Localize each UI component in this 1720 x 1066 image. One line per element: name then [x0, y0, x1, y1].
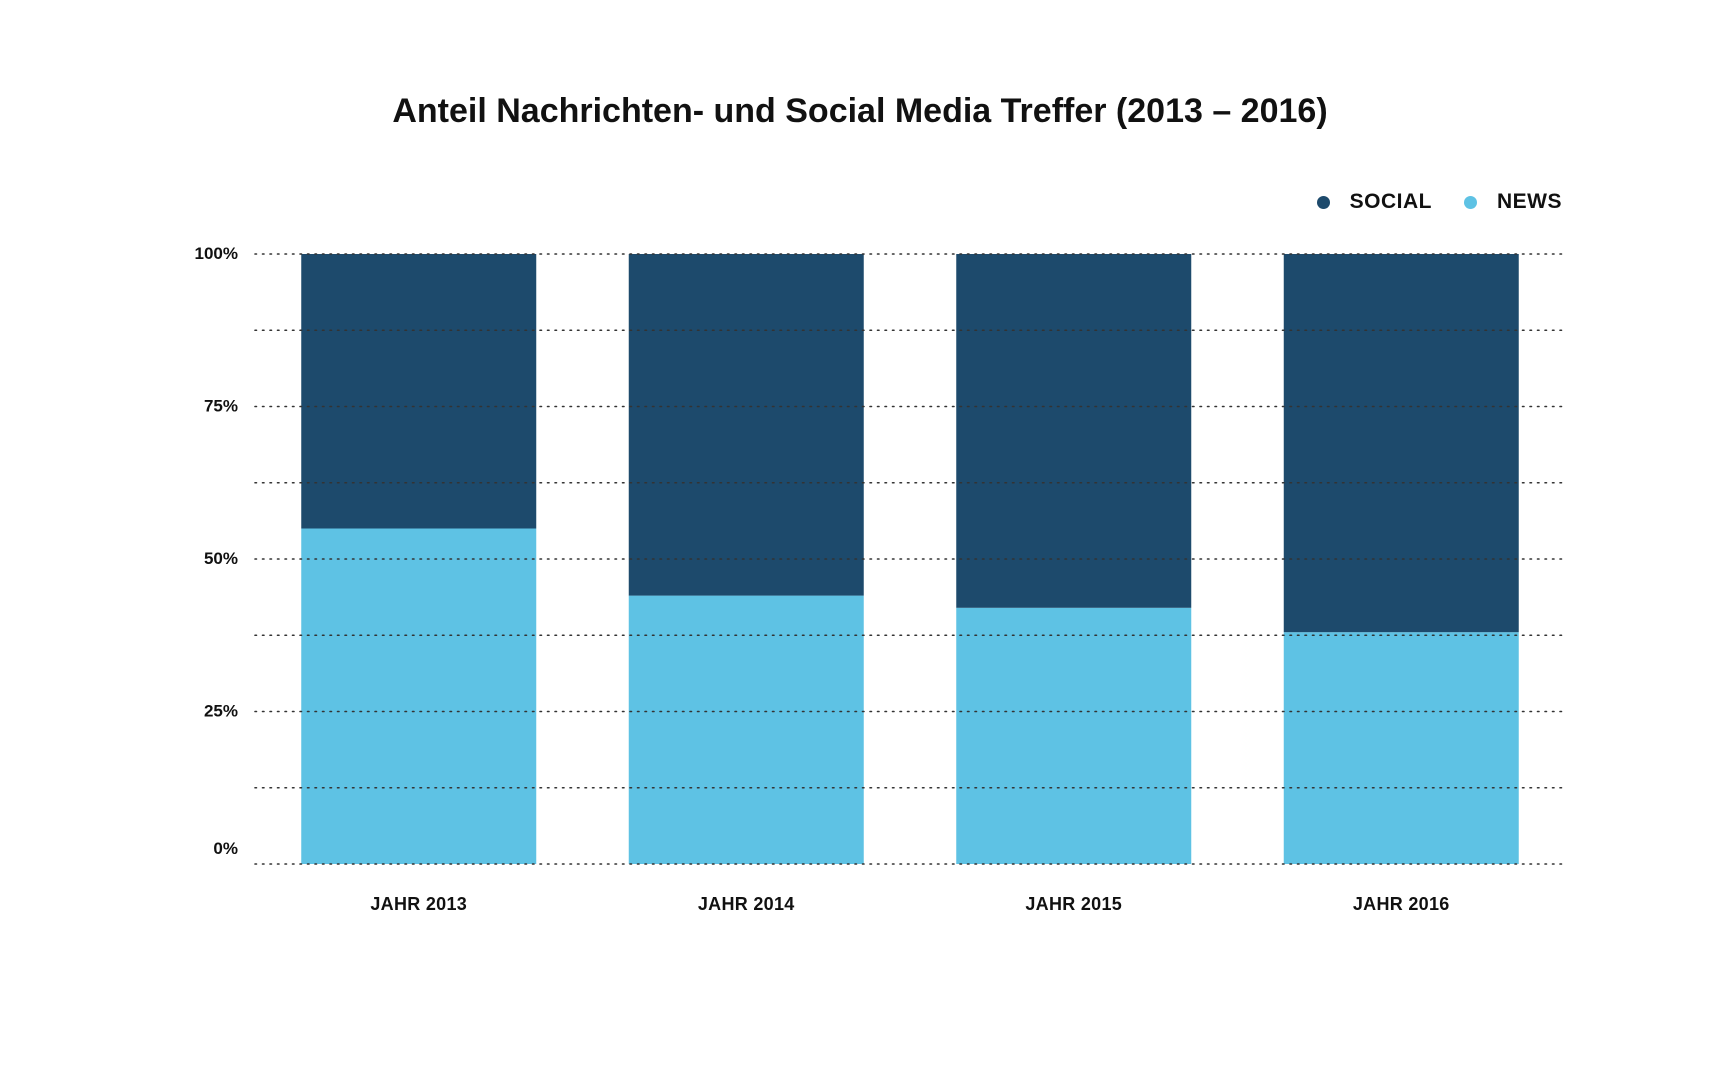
x-tick-label: JAHR 2014 [698, 894, 795, 914]
bar-news-3 [956, 607, 1192, 864]
legend-marker-news [1464, 195, 1477, 209]
legend-label-news: NEWS [1497, 190, 1562, 213]
legend-marker-social [1316, 195, 1330, 209]
chart-legend: SOCIAL NEWS [1316, 190, 1562, 214]
chart-title: Anteil Nachrichten- und Social Media Tre… [392, 92, 1328, 130]
bar-social-4 [1283, 254, 1519, 633]
x-tick-label: JAHR 2016 [1353, 894, 1450, 914]
y-tick-label: 75% [204, 397, 238, 416]
y-tick-label: 50% [204, 549, 238, 568]
bars [301, 254, 1519, 864]
bar-news-1 [301, 528, 537, 864]
bar-news-4 [1283, 632, 1519, 864]
legend-item-social: SOCIAL [1316, 190, 1432, 214]
legend-label-social: SOCIAL [1349, 190, 1432, 213]
bar-news-2 [628, 595, 864, 864]
legend-item-news: NEWS [1464, 190, 1562, 214]
x-tick-label: JAHR 2013 [370, 894, 467, 914]
x-tick-label: JAHR 2015 [1025, 894, 1122, 914]
gridlines [254, 253, 1566, 865]
y-tick-label: 0% [213, 839, 238, 858]
bar-social-2 [628, 254, 864, 596]
bar-social-1 [301, 254, 537, 529]
bar-social-3 [956, 254, 1192, 608]
y-tick-label: 100% [195, 244, 238, 263]
y-tick-label: 25% [204, 702, 238, 721]
